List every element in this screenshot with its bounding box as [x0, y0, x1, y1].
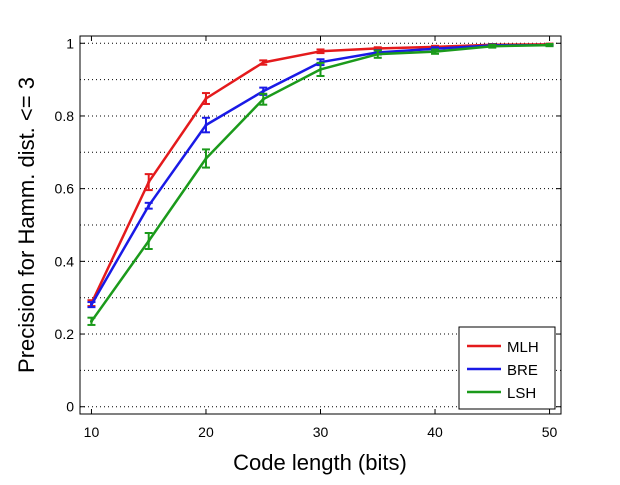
- y-tick-label: 1: [66, 35, 74, 51]
- legend-label-bre: BRE: [507, 362, 538, 379]
- error-bar-lsh: [316, 61, 325, 77]
- error-bar-lsh: [431, 48, 440, 55]
- y-tick-label: 0.6: [55, 181, 75, 197]
- error-bar-bre: [201, 116, 210, 134]
- data-point-bre: [147, 204, 151, 208]
- error-bar-lsh: [259, 92, 268, 106]
- data-point-mlh: [261, 61, 265, 65]
- error-bar-mlh: [144, 173, 153, 192]
- error-bar-mlh: [201, 92, 210, 105]
- y-tick-label: 0.8: [55, 108, 75, 124]
- data-point-lsh: [261, 97, 265, 101]
- data-point-mlh: [319, 49, 322, 53]
- data-point-mlh: [147, 180, 151, 184]
- legend: MLH BRE LSH: [458, 326, 556, 410]
- error-bar-lsh: [373, 49, 382, 59]
- error-bar-lsh: [144, 231, 153, 250]
- y-axis-label: Precision for Hamm. dist. <= 3: [14, 77, 39, 373]
- error-bar-lsh: [201, 148, 210, 169]
- ticks: 0 0.2 0.4 0.6 0.8 1 10 20 30 40 50: [55, 35, 561, 440]
- data-point-bre: [204, 123, 208, 127]
- series-layer: [87, 42, 554, 326]
- x-tick-label: 50: [542, 424, 558, 440]
- data-point-mlh: [376, 46, 380, 50]
- data-point-lsh: [89, 319, 93, 323]
- error-bar-lsh: [87, 316, 96, 326]
- error-bar-lsh: [488, 43, 497, 49]
- x-tick-label: 20: [198, 424, 214, 440]
- data-point-lsh: [204, 156, 208, 160]
- error-bar-bre: [87, 301, 96, 309]
- data-point-lsh: [433, 50, 437, 54]
- error-bar-mlh: [316, 48, 325, 55]
- error-bar-mlh: [259, 59, 268, 66]
- x-tick-label: 40: [427, 424, 443, 440]
- error-bar-lsh: [545, 42, 554, 48]
- y-tick-label: 0.4: [55, 253, 75, 269]
- x-tick-label: 30: [313, 424, 329, 440]
- y-tick-label: 0.2: [55, 326, 75, 342]
- data-point-lsh: [548, 43, 552, 47]
- x-tick-label: 10: [84, 424, 100, 440]
- x-axis-label: Code length (bits): [233, 450, 407, 475]
- data-point-lsh: [319, 67, 322, 71]
- legend-label-lsh: LSH: [507, 385, 536, 402]
- error-bar-bre: [144, 201, 153, 210]
- legend-label-mlh: MLH: [507, 339, 539, 356]
- data-point-lsh: [147, 239, 151, 243]
- data-point-mlh: [204, 97, 208, 101]
- data-point-lsh: [376, 52, 380, 56]
- data-point-lsh: [490, 44, 494, 48]
- data-point-bre: [261, 89, 265, 93]
- y-tick-label: 0: [66, 399, 74, 415]
- data-point-bre: [89, 303, 93, 307]
